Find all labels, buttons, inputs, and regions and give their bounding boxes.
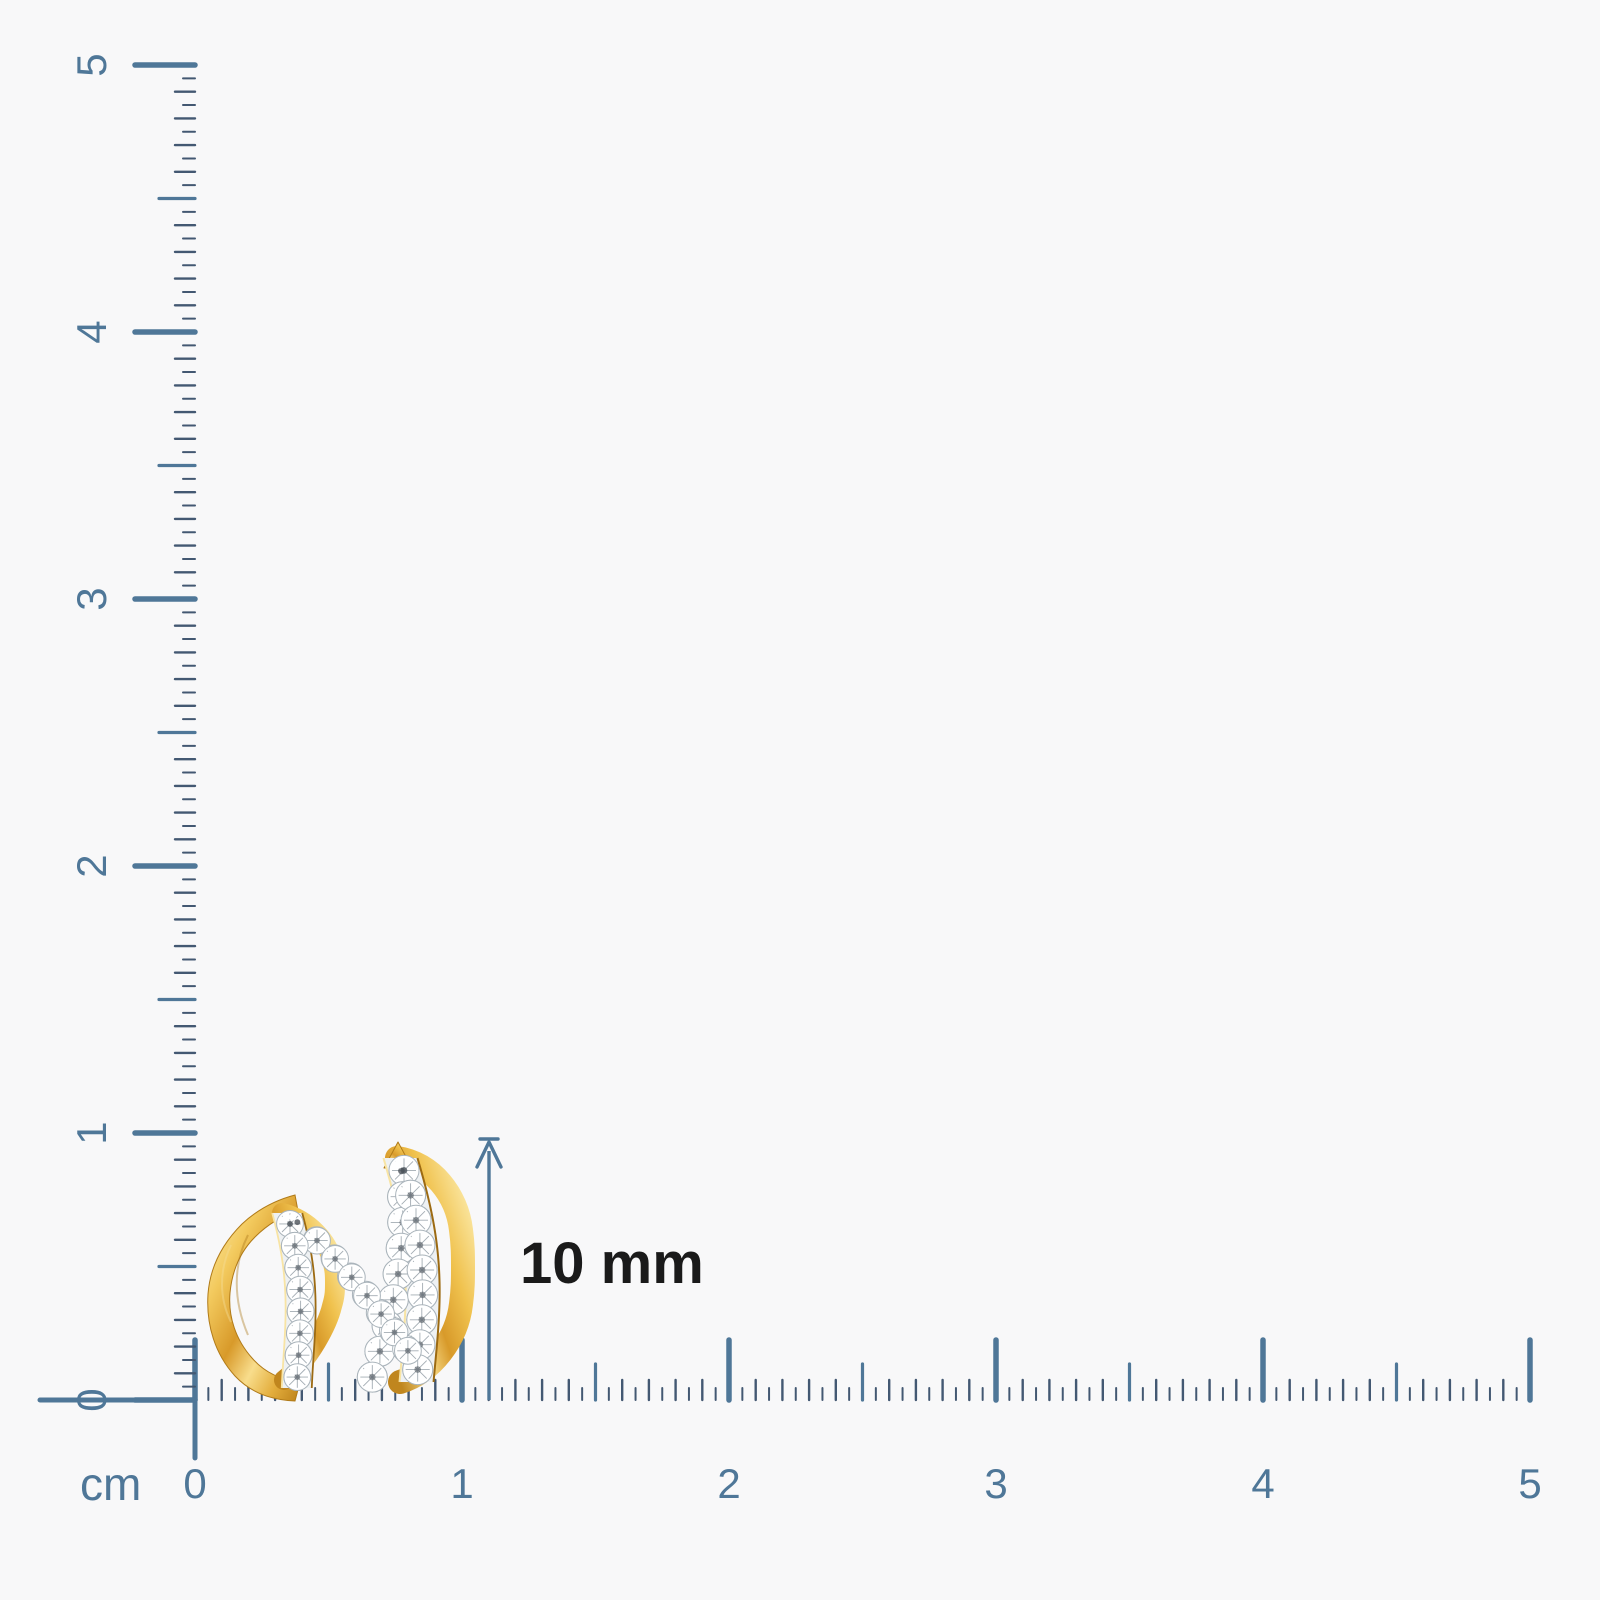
- svg-text:2: 2: [717, 1460, 740, 1507]
- svg-text:2: 2: [68, 854, 115, 877]
- svg-text:5: 5: [68, 53, 115, 76]
- svg-text:0: 0: [68, 1388, 115, 1411]
- svg-text:1: 1: [450, 1460, 473, 1507]
- svg-text:0: 0: [183, 1460, 206, 1507]
- svg-text:cm: cm: [80, 1458, 141, 1510]
- svg-text:4: 4: [68, 320, 115, 343]
- svg-text:5: 5: [1518, 1460, 1541, 1507]
- svg-text:3: 3: [68, 587, 115, 610]
- svg-text:1: 1: [68, 1121, 115, 1144]
- svg-text:4: 4: [1251, 1460, 1274, 1507]
- svg-text:10 mm: 10 mm: [520, 1231, 704, 1296]
- svg-text:3: 3: [984, 1460, 1007, 1507]
